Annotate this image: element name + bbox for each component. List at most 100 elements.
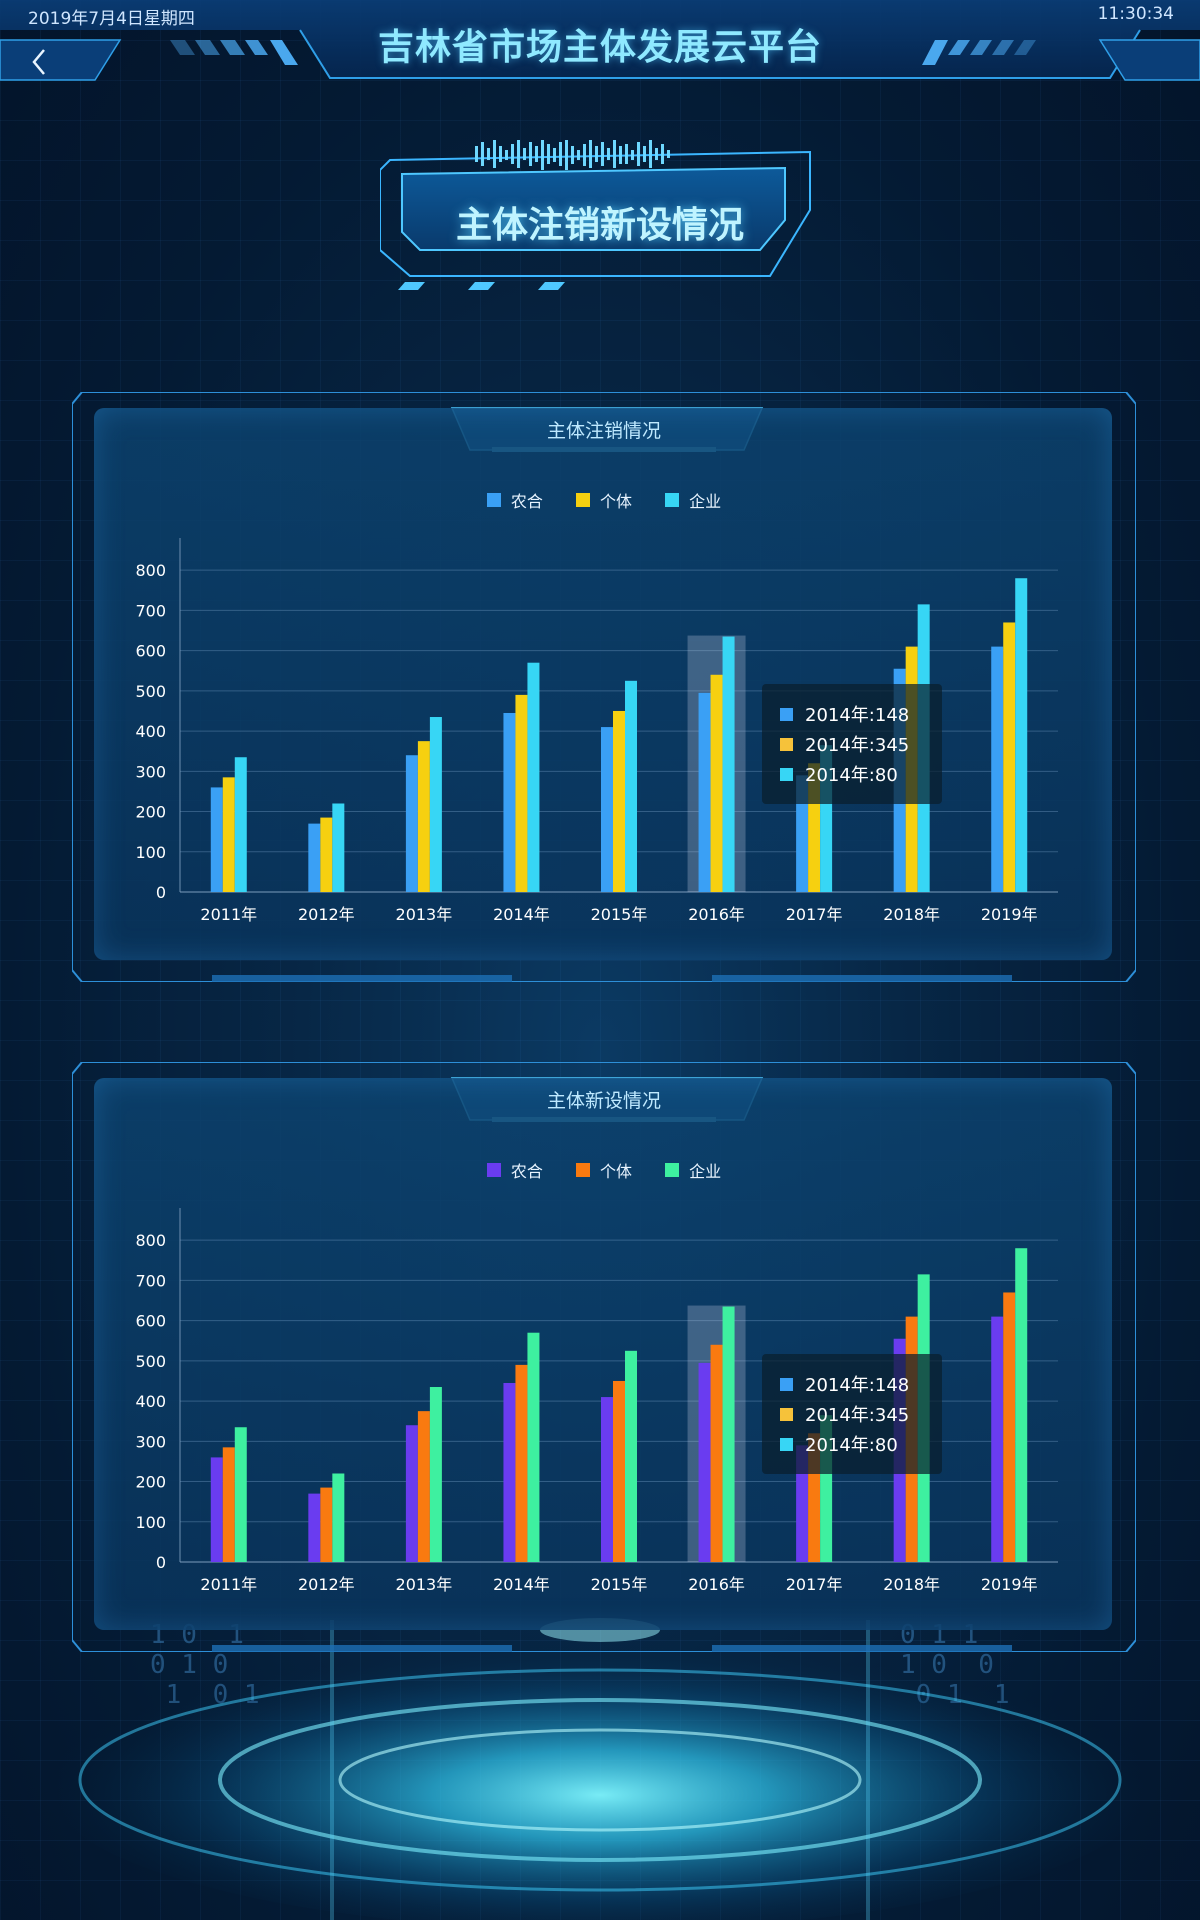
section-title: 主体注销新设情况 [455, 205, 744, 246]
x-tick-label: 2011年 [200, 1575, 257, 1594]
bar [503, 712, 516, 892]
y-tick-label: 700 [135, 601, 166, 620]
y-tick-label: 800 [135, 561, 166, 580]
bar [429, 717, 442, 892]
bar [710, 1344, 723, 1562]
tooltip-swatch [780, 1437, 793, 1451]
x-tick-label: 2017年 [786, 1575, 843, 1594]
y-tick-label: 100 [135, 1513, 166, 1532]
bar [234, 757, 247, 892]
bar [503, 1382, 516, 1562]
legend-swatch [665, 1163, 680, 1177]
bar [222, 1447, 235, 1562]
bar [796, 775, 809, 892]
bar [613, 710, 625, 892]
bar [1015, 578, 1028, 892]
bar [601, 1397, 613, 1562]
bar [722, 636, 735, 892]
legend-item-nonghe[interactable]: 农合 [486, 488, 543, 512]
bar [332, 803, 345, 892]
tooltip-swatch [780, 767, 793, 781]
y-tick-label: 800 [135, 1231, 166, 1250]
legend-item-geti[interactable]: 个体 [575, 488, 632, 512]
x-tick-label: 2013年 [396, 1575, 453, 1594]
tooltip-row: 2014年:80 [762, 759, 942, 789]
bar [417, 741, 430, 892]
tooltip-swatch [780, 1407, 793, 1421]
bar [625, 1350, 637, 1562]
tooltip-row: 2014年:80 [762, 1429, 942, 1459]
y-tick-label: 100 [135, 843, 166, 862]
legend-item-nonghe[interactable]: 农合 [486, 1158, 543, 1182]
chart-legend: 农合 个体 企业 [72, 488, 1136, 512]
y-tick-label: 600 [135, 642, 166, 661]
legend-swatch [665, 493, 680, 507]
current-time: 11:30:34 [1097, 4, 1174, 24]
legend-label: 企业 [689, 1162, 722, 1181]
tooltip-row: 2014年:345 [762, 729, 942, 759]
x-tick-label: 2019年 [981, 1575, 1038, 1594]
y-tick-label: 400 [135, 722, 166, 741]
bar [698, 1362, 711, 1562]
legend-label: 企业 [689, 492, 722, 511]
legend-label: 个体 [599, 492, 632, 511]
hologram-platform [40, 1618, 1160, 1920]
bar [625, 680, 637, 892]
y-tick-label: 700 [135, 1271, 166, 1290]
x-tick-label: 2014年 [493, 905, 550, 924]
x-tick-label: 2012年 [298, 1575, 355, 1594]
x-tick-label: 2016年 [688, 905, 745, 924]
chart-tooltip: 2014年:148 2014年:345 2014年:80 [762, 684, 942, 804]
bar [308, 1493, 321, 1562]
bar [320, 1487, 333, 1562]
bar [429, 1387, 442, 1562]
bar [613, 1380, 625, 1562]
legend-label: 农合 [510, 1162, 543, 1181]
y-tick-label: 500 [135, 682, 166, 701]
tooltip-swatch [780, 1377, 793, 1391]
legend-label: 个体 [599, 1162, 632, 1181]
x-tick-label: 2018年 [883, 1575, 940, 1594]
tooltip-swatch [780, 707, 793, 721]
bar [527, 1332, 540, 1562]
legend-label: 农合 [510, 492, 543, 511]
x-tick-label: 2017年 [786, 905, 843, 924]
bar [210, 1457, 223, 1562]
bar [991, 1316, 1004, 1562]
x-tick-label: 2012年 [298, 905, 355, 924]
bar [308, 823, 321, 892]
tooltip-text: 2014年:80 [805, 765, 898, 786]
back-button[interactable] [22, 44, 58, 80]
bar [796, 1445, 809, 1562]
tooltip-row: 2014年:148 [762, 1369, 942, 1399]
y-tick-label: 200 [135, 1473, 166, 1492]
panel-title: 主体新设情况 [546, 1090, 661, 1112]
legend-swatch [575, 1163, 590, 1177]
tooltip-text: 2014年:345 [805, 1405, 910, 1426]
legend-swatch [486, 493, 501, 507]
y-tick-label: 300 [135, 762, 166, 781]
y-tick-label: 0 [156, 1553, 166, 1572]
bar [527, 662, 540, 892]
legend-item-qiye[interactable]: 企业 [665, 488, 721, 512]
y-tick-label: 600 [135, 1312, 166, 1331]
current-date: 2019年7月4日星期四 [28, 9, 195, 29]
legend-swatch [486, 1163, 501, 1177]
y-tick-label: 400 [135, 1392, 166, 1411]
tooltip-text: 2014年:345 [805, 735, 910, 756]
tooltip-row: 2014年:148 [762, 699, 942, 729]
cancellation-panel: 主体注销情况 农合 个体 企业 0 100 200 300 400 500 600 700 80… [72, 392, 1136, 982]
tooltip-swatch [780, 737, 793, 751]
legend-item-geti[interactable]: 个体 [575, 1158, 632, 1182]
legend-item-qiye[interactable]: 企业 [665, 1158, 721, 1182]
bar [405, 1425, 418, 1562]
y-tick-label: 200 [135, 803, 166, 822]
chart-legend: 农合 个体 企业 [72, 1158, 1136, 1182]
bar [417, 1411, 430, 1562]
chart-tooltip: 2014年:148 2014年:345 2014年:80 [762, 1354, 942, 1474]
top-bar: 2019年7月4日星期四 11:30:34 吉林省市场主体发展云平台 [0, 0, 1200, 84]
bar [1003, 1292, 1016, 1562]
bar [515, 1364, 528, 1562]
tooltip-text: 2014年:148 [805, 1375, 910, 1396]
bar [601, 727, 613, 892]
